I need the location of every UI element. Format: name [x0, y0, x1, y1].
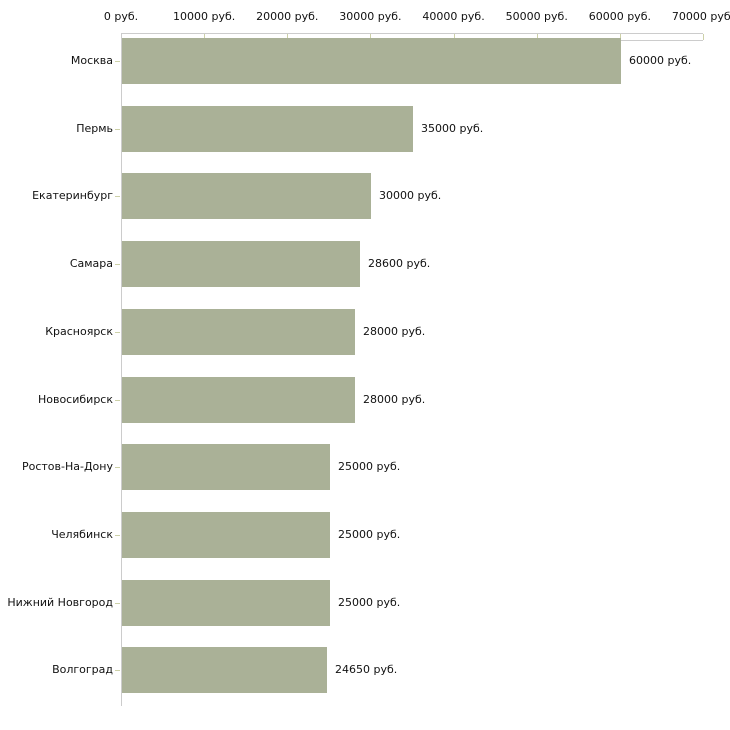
value-label: 28000 руб.	[363, 393, 426, 406]
bar	[122, 309, 355, 355]
category-tick	[115, 535, 120, 536]
category-label: Новосибирск	[37, 393, 113, 406]
category-tick	[115, 129, 120, 130]
x-tick-label: 20000 руб.	[256, 10, 319, 23]
category-label: Москва	[70, 54, 113, 67]
value-label: 30000 руб.	[379, 189, 442, 202]
value-label: 35000 руб.	[421, 122, 484, 135]
bar	[122, 38, 621, 84]
category-tick	[115, 196, 120, 197]
bar	[122, 647, 327, 693]
category-tick	[115, 670, 120, 671]
bar	[122, 241, 360, 287]
x-axis-tick	[620, 34, 621, 40]
x-tick-label: 0 руб.	[103, 10, 139, 23]
x-tick-label: 30000 руб.	[339, 10, 402, 23]
category-label: Волгоград	[52, 663, 113, 676]
category-label: Екатеринбург	[32, 189, 113, 202]
value-label: 28600 руб.	[368, 257, 431, 270]
y-axis-line	[121, 33, 122, 706]
category-tick	[115, 61, 120, 62]
x-tick-label: 10000 руб.	[173, 10, 236, 23]
value-label: 24650 руб.	[335, 663, 398, 676]
x-axis-tick	[287, 34, 288, 40]
category-label: Самара	[69, 257, 113, 270]
category-label: Красноярск	[45, 325, 113, 338]
x-tick-label: 60000 руб.	[588, 10, 651, 23]
category-tick	[115, 264, 120, 265]
category-label: Челябинск	[51, 528, 113, 541]
x-tick-label: 70000 руб.	[671, 10, 730, 23]
category-tick	[115, 332, 120, 333]
x-axis-tick	[537, 34, 538, 40]
category-label: Нижний Новгород	[7, 596, 113, 609]
value-label: 25000 руб.	[338, 596, 401, 609]
x-axis-tick	[204, 34, 205, 40]
category-tick	[115, 603, 120, 604]
category-label: Пермь	[76, 122, 113, 135]
bar	[122, 580, 330, 626]
x-axis-tick	[370, 34, 371, 40]
value-label: 25000 руб.	[338, 460, 401, 473]
bar	[122, 512, 330, 558]
x-tick-label: 40000 руб.	[422, 10, 485, 23]
value-label: 28000 руб.	[363, 325, 426, 338]
x-axis-tick	[703, 34, 704, 40]
value-label: 60000 руб.	[629, 54, 692, 67]
category-tick	[115, 467, 120, 468]
category-label: Ростов-На-Дону	[21, 460, 113, 473]
bar	[122, 444, 330, 490]
x-tick-label: 50000 руб.	[505, 10, 568, 23]
value-label: 25000 руб.	[338, 528, 401, 541]
x-axis-tick	[454, 34, 455, 40]
category-tick	[115, 400, 120, 401]
bar	[122, 106, 413, 152]
bar	[122, 377, 355, 423]
bar	[122, 173, 371, 219]
